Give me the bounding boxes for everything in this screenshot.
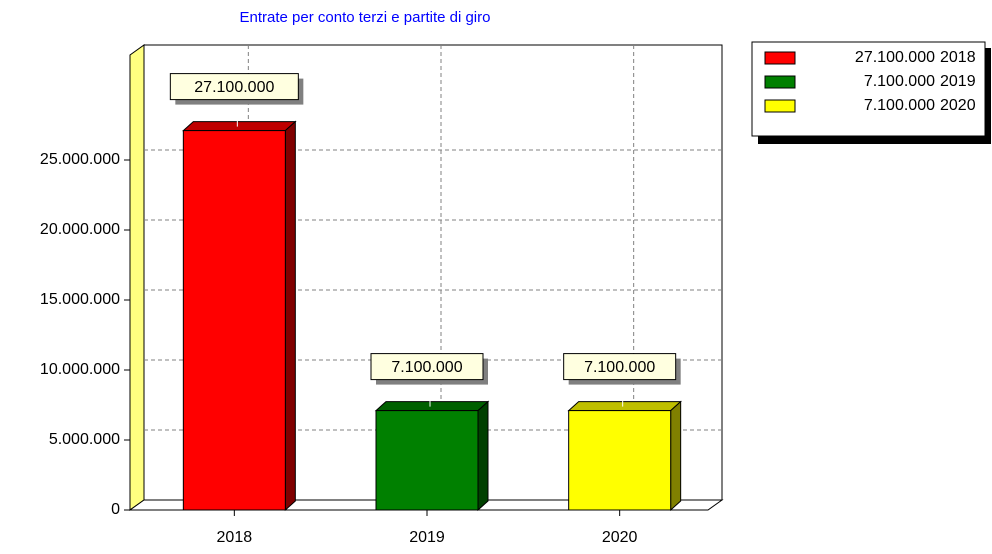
legend-value: 27.100.000 <box>855 49 935 66</box>
label-box <box>169 73 299 101</box>
legend-value: 7.100.000 <box>864 73 935 90</box>
x-tick-label: 2019 <box>409 529 445 546</box>
y-tick-label: 20.000.000 <box>40 221 120 238</box>
bar-top <box>374 401 490 412</box>
bar <box>182 130 286 511</box>
legend-swatch <box>764 75 796 89</box>
legend-swatch <box>764 99 796 113</box>
bar-side <box>477 400 489 512</box>
label-box <box>370 353 484 381</box>
bar <box>568 410 672 511</box>
bar-top <box>567 401 682 412</box>
value-label: 7.100.000 <box>391 359 462 376</box>
legend-swatch <box>764 51 796 65</box>
y-tick-label: 10.000.000 <box>40 361 120 378</box>
bar-top <box>182 121 297 132</box>
value-label: 27.100.000 <box>194 79 274 96</box>
y-tick-label: 0 <box>111 501 120 518</box>
legend-category: 2020 <box>940 97 976 114</box>
value-label: 7.100.000 <box>584 359 655 376</box>
label-box <box>563 353 677 381</box>
left-wall <box>129 44 145 511</box>
legend-value: 7.100.000 <box>864 97 935 114</box>
y-tick-label: 25.000.000 <box>40 151 120 168</box>
y-tick-label: 5.000.000 <box>49 431 120 448</box>
legend-category: 2018 <box>940 49 976 66</box>
y-tick-label: 15.000.000 <box>40 291 120 308</box>
bar-side <box>670 400 682 512</box>
chart-title: Entrate per conto terzi e partite di gir… <box>240 9 491 26</box>
legend-category: 2019 <box>940 73 976 90</box>
x-tick-label: 2018 <box>217 529 253 546</box>
x-tick-label: 2020 <box>602 529 638 546</box>
bar <box>375 410 479 511</box>
bar-side <box>284 120 296 512</box>
